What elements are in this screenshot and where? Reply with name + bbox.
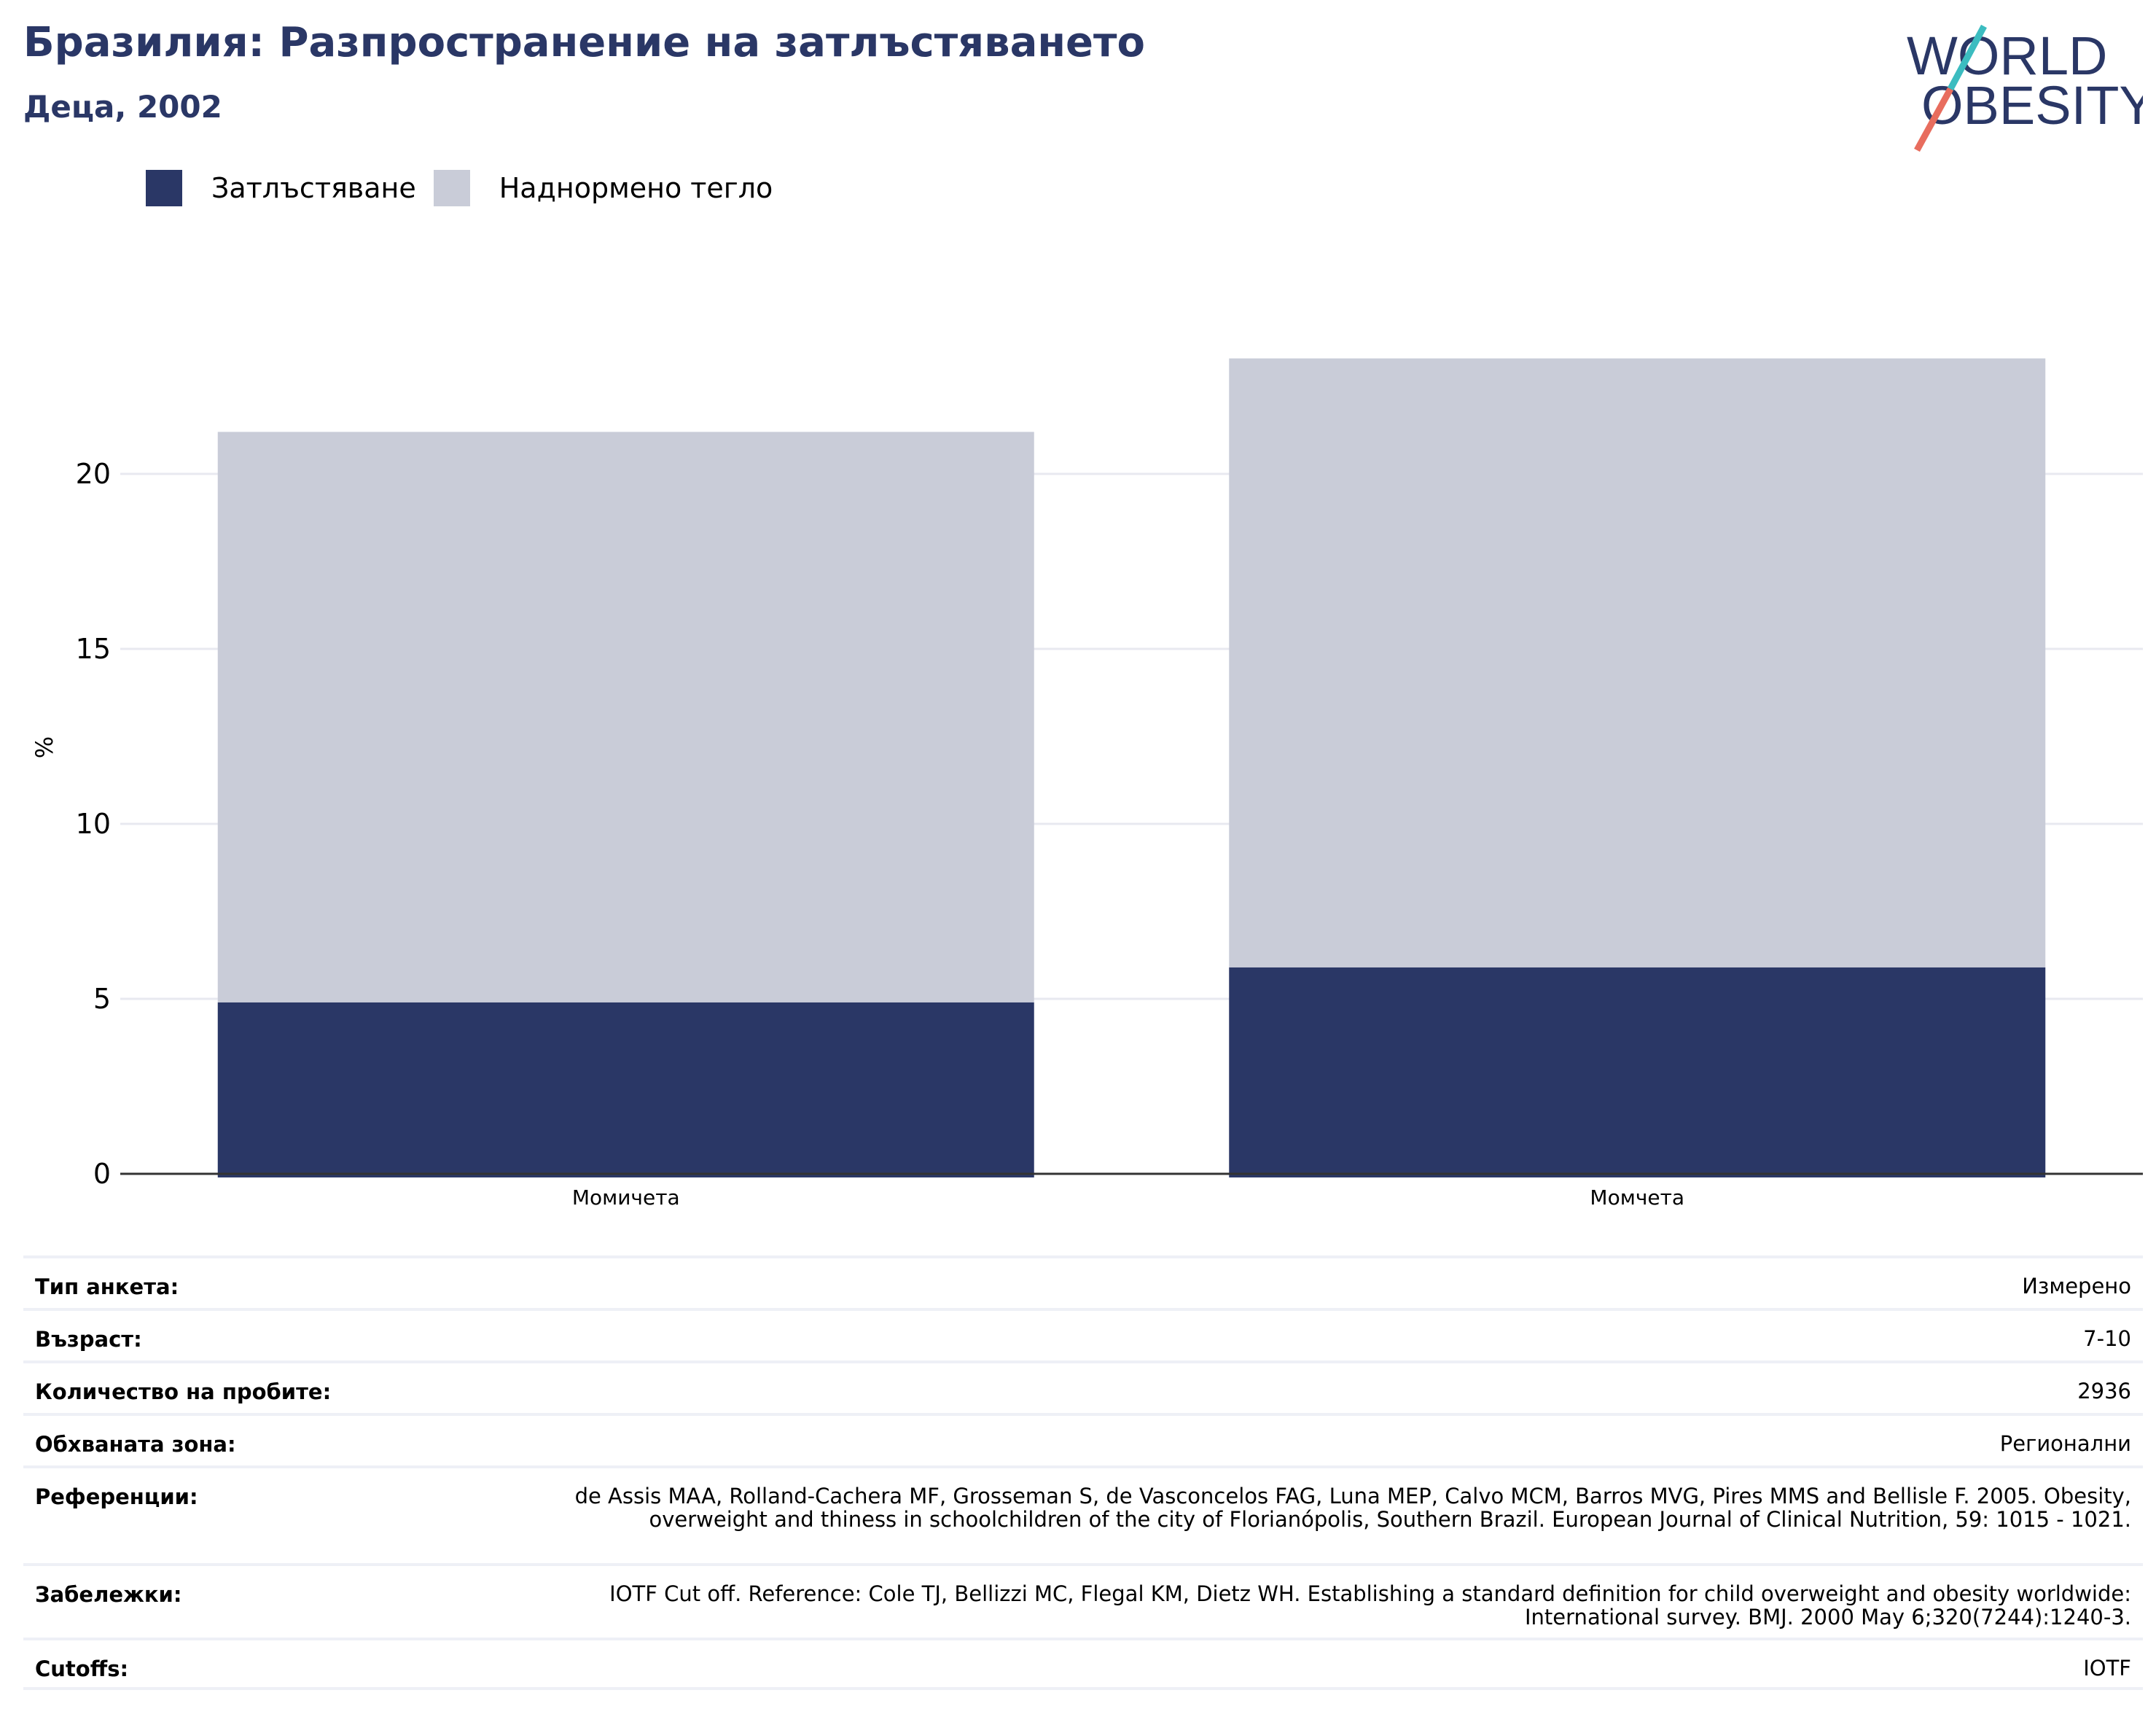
info-row-area: Обхваната зона: Регионални bbox=[23, 1413, 2143, 1465]
info-value: IOTF bbox=[2083, 1656, 2131, 1681]
legend-swatch-obesity bbox=[146, 170, 182, 206]
info-row-sample-size: Количество на пробите: 2936 bbox=[23, 1360, 2143, 1413]
info-value: 2936 bbox=[2077, 1379, 2131, 1403]
info-key: Cutoffs: bbox=[35, 1656, 129, 1681]
info-row-cutoffs: Cutoffs: IOTF bbox=[23, 1638, 2143, 1690]
info-key: Референции: bbox=[35, 1484, 198, 1509]
legend-item-overweight: Наднормено тегло bbox=[433, 170, 773, 206]
legend-item-obesity: Затлъстяване bbox=[146, 170, 416, 206]
bar-overweight-1 bbox=[1229, 358, 2046, 967]
info-row-notes: Забележки: IOTF Cut off. Reference: Cole… bbox=[23, 1563, 2143, 1638]
y-tick-label: 10 bbox=[76, 808, 111, 840]
info-key: Тип анкета: bbox=[35, 1274, 179, 1299]
y-tick-label: 15 bbox=[76, 633, 111, 665]
y-axis-label: % bbox=[31, 736, 58, 758]
info-row-references: Референции: de Assis MAA, Rolland-Cacher… bbox=[23, 1465, 2143, 1563]
legend-swatch-overweight bbox=[433, 170, 470, 206]
chart-legend: Затлъстяване Наднормено тегло bbox=[146, 166, 790, 210]
x-tick-label: Момичета bbox=[572, 1185, 680, 1210]
legend-label-obesity: Затлъстяване bbox=[211, 172, 416, 204]
info-value: Регионални bbox=[1999, 1431, 2131, 1456]
info-key: Забележки: bbox=[35, 1582, 182, 1607]
legend-label-overweight: Наднормено тегло bbox=[499, 172, 773, 204]
info-value: 7-10 bbox=[2083, 1326, 2131, 1351]
bar-obesity-1 bbox=[1229, 967, 2046, 1177]
info-key: Обхваната зона: bbox=[35, 1432, 236, 1457]
info-row-survey-type: Тип анкета: Измерено bbox=[23, 1255, 2143, 1308]
bar-obesity-0 bbox=[217, 1002, 1034, 1177]
y-tick-label: 5 bbox=[93, 983, 111, 1015]
y-tick-label: 20 bbox=[76, 458, 111, 490]
y-tick-label: 0 bbox=[93, 1158, 111, 1190]
info-value: de Assis MAA, Rolland-Cachera MF, Grosse… bbox=[574, 1484, 2131, 1532]
info-value: IOTF Cut off. Reference: Cole TJ, Belliz… bbox=[609, 1581, 2131, 1629]
bar-overweight-0 bbox=[217, 432, 1034, 1002]
chart-title: Бразилия: Разпространение на затлъстяван… bbox=[23, 19, 1145, 66]
logo-text-world: WORLD bbox=[1907, 26, 2107, 86]
info-row-age: Възраст: 7-10 bbox=[23, 1308, 2143, 1360]
info-value: Измерено bbox=[2022, 1274, 2131, 1298]
stacked-bar-chart: 0 5 10 15 20% Момичета Момчета bbox=[31, 358, 2143, 1210]
chart-subtitle: Деца, 2002 bbox=[23, 89, 222, 125]
logo-text-obesity: OBESITY bbox=[1921, 75, 2143, 136]
world-obesity-logo: WORLD OBESITY bbox=[1907, 24, 2143, 152]
x-tick-label: Момчета bbox=[1590, 1185, 1684, 1210]
info-table: Тип анкета: Измерено Възраст: 7-10 Колич… bbox=[23, 1255, 2143, 1690]
info-key: Количество на пробите: bbox=[35, 1379, 332, 1404]
info-key: Възраст: bbox=[35, 1327, 142, 1352]
